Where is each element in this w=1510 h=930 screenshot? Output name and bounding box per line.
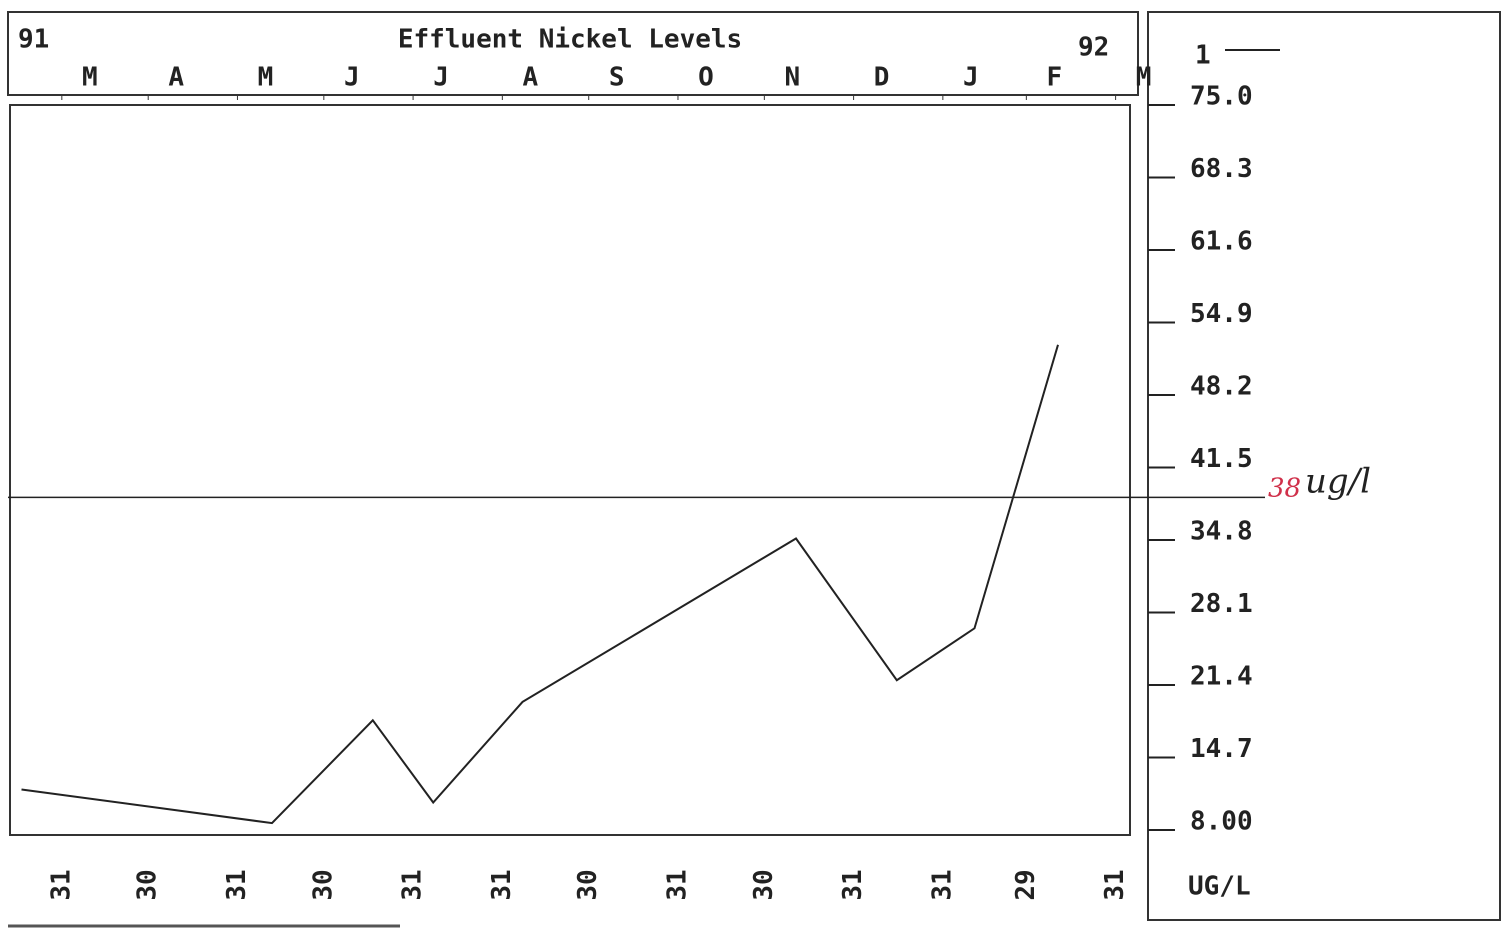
x-tick-label: 31 (398, 869, 428, 900)
month-label: A (168, 63, 184, 93)
y-tick-label: 21.4 (1190, 662, 1253, 692)
month-label: D (874, 63, 890, 93)
x-tick-label: 31 (46, 869, 76, 900)
y-tick-label: 14.7 (1190, 734, 1253, 764)
x-tick-label: 30 (573, 869, 603, 900)
y-tick-label: 54.9 (1190, 299, 1253, 329)
x-tick-label: 30 (749, 869, 779, 900)
month-label: J (963, 63, 979, 93)
month-label: J (433, 63, 449, 93)
legend-label: 1 (1195, 41, 1211, 71)
x-tick-label: 30 (308, 869, 338, 900)
month-label: F (1047, 63, 1063, 93)
x-tick-label: 31 (487, 869, 517, 900)
y-tick-label: 34.8 (1190, 517, 1253, 547)
axis-panel (1147, 11, 1501, 921)
x-tick-label: 31 (927, 869, 957, 900)
y-tick-label: 41.5 (1190, 444, 1253, 474)
year-label: 91 (18, 25, 49, 55)
y-tick-label: 48.2 (1190, 372, 1253, 402)
plot-frame (9, 104, 1131, 836)
y-tick-label: 75.0 (1190, 82, 1253, 112)
month-label: J (344, 63, 360, 93)
month-label: S (609, 63, 625, 93)
month-label: M (258, 63, 274, 93)
y-tick-label: 8.00 (1190, 807, 1253, 837)
month-label: N (785, 63, 801, 93)
x-tick-label: 31 (838, 869, 868, 900)
annotation-value: 38 (1268, 473, 1301, 503)
header-frame (7, 11, 1139, 96)
annotation-unit: ug/l (1305, 461, 1371, 501)
month-label: A (523, 63, 539, 93)
x-tick-label: 31 (1100, 869, 1130, 900)
x-tick-label: 31 (222, 869, 252, 900)
y-tick-label: 28.1 (1190, 589, 1253, 619)
x-tick-label: 30 (133, 869, 163, 900)
y-tick-label: 68.3 (1190, 154, 1253, 184)
chart-title: Effluent Nickel Levels (398, 25, 742, 55)
y-axis-label: UG/L (1188, 872, 1251, 902)
month-label: M (1136, 63, 1152, 93)
x-tick-label: 31 (662, 869, 692, 900)
x-tick-label: 29 (1011, 869, 1041, 900)
data-line (21, 344, 1059, 825)
month-label: O (698, 63, 714, 93)
year-label: 92 (1078, 33, 1109, 63)
month-label: M (82, 63, 98, 93)
y-tick-label: 61.6 (1190, 227, 1253, 257)
